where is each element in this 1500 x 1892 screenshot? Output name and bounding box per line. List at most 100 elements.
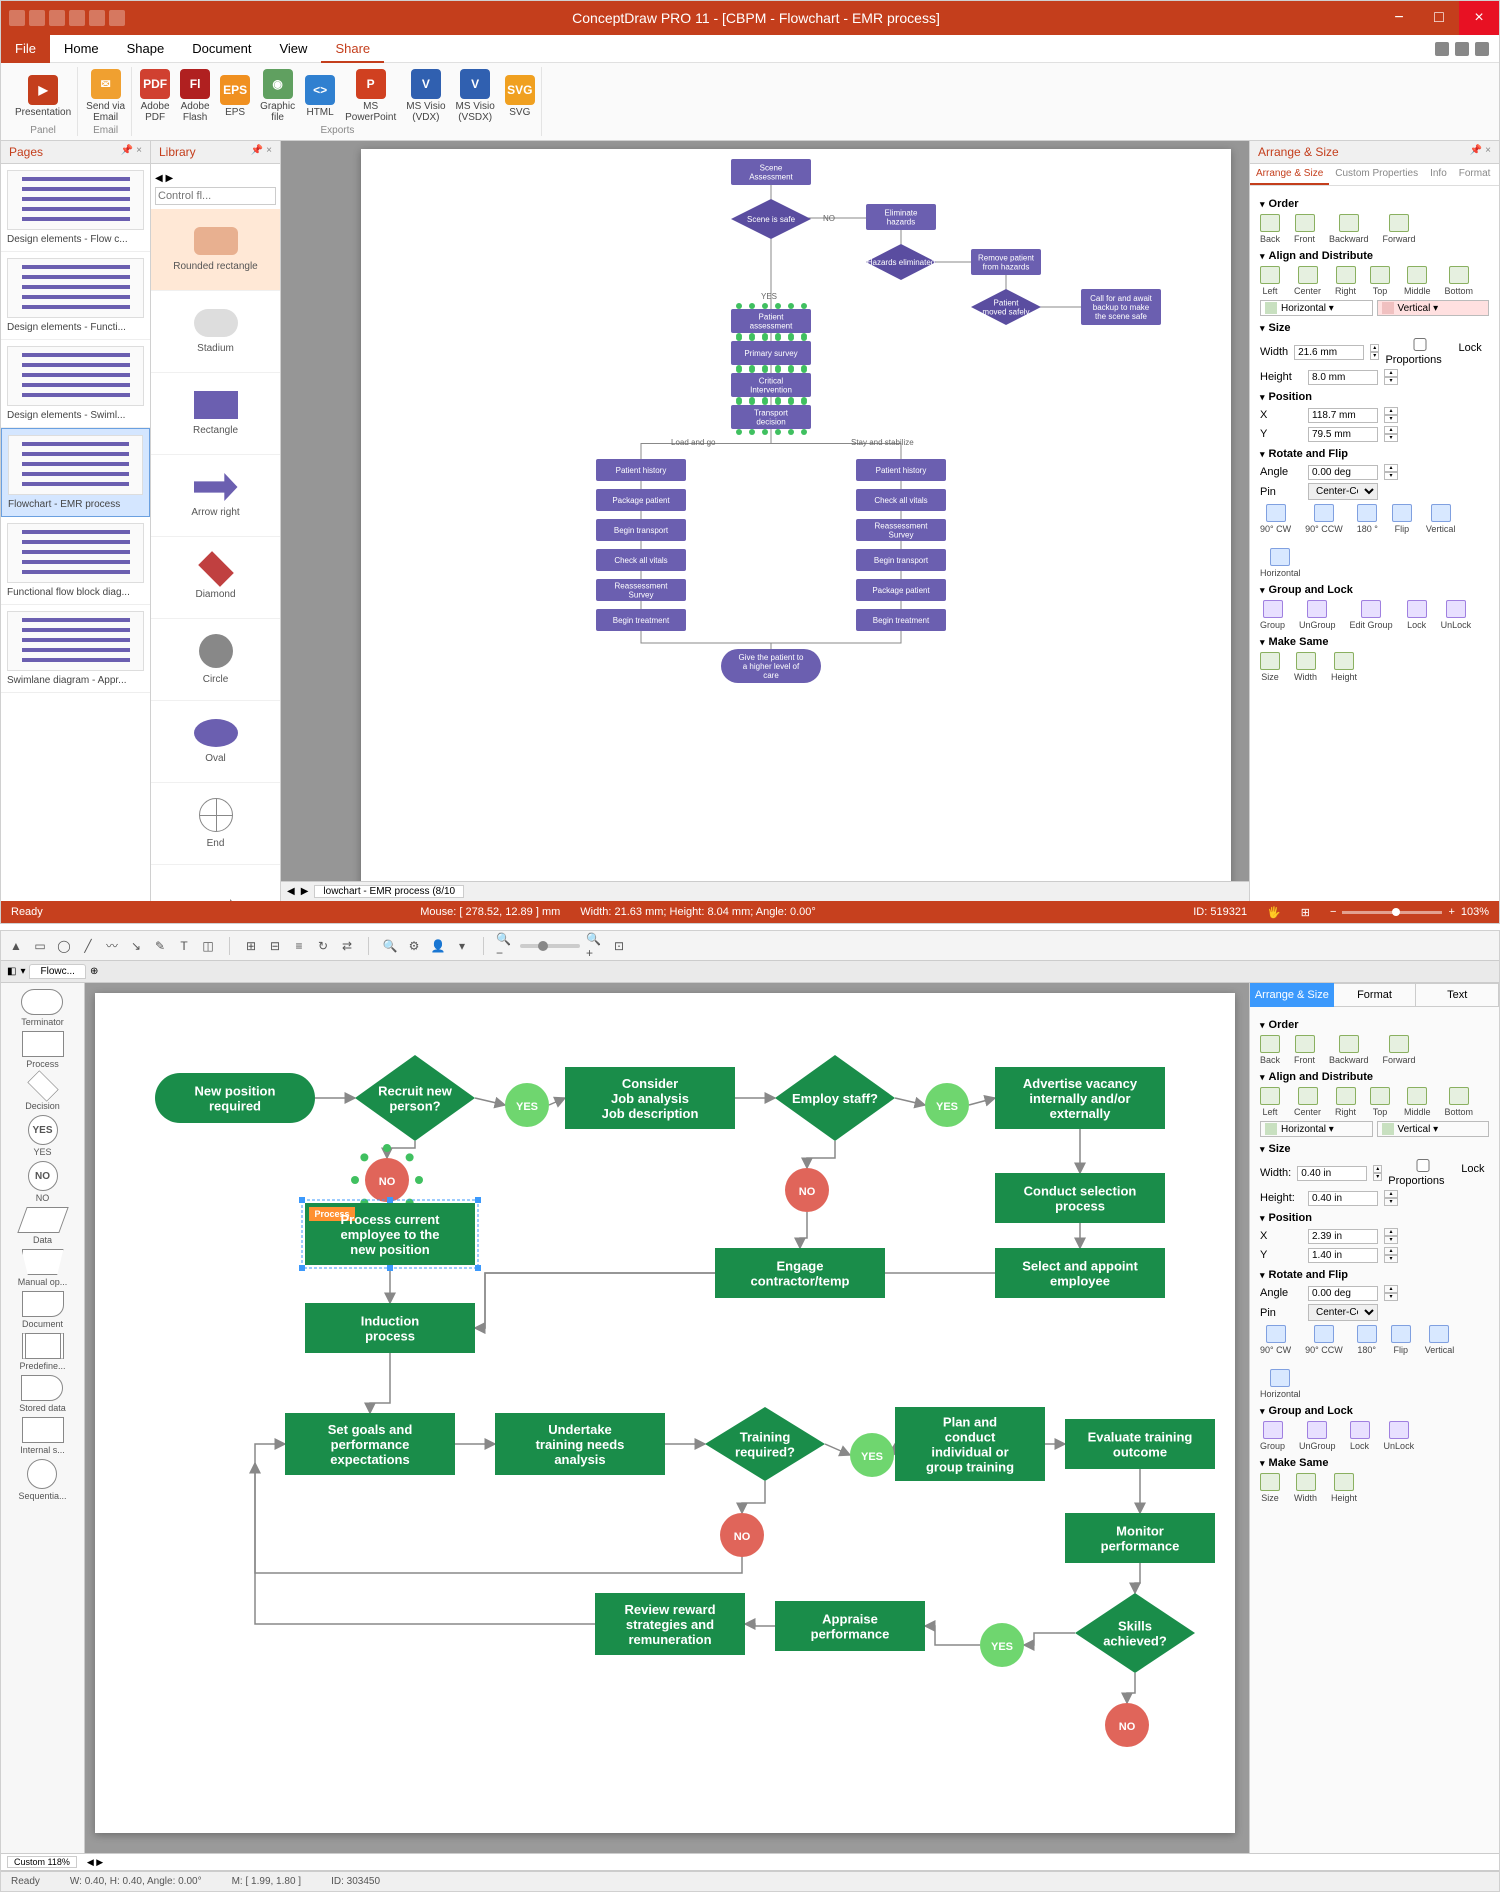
- order-back[interactable]: Back: [1260, 1035, 1280, 1065]
- order-forward[interactable]: Forward: [1383, 1035, 1416, 1065]
- fc-node[interactable]: Evaluate trainingoutcome: [1065, 1419, 1215, 1469]
- rot-horizontal[interactable]: Horizontal: [1260, 1369, 1301, 1399]
- fc-node[interactable]: Advertise vacancyinternally and/orextern…: [995, 1067, 1165, 1129]
- canvas[interactable]: New positionrequiredRecruit newperson?YE…: [85, 983, 1249, 1853]
- order-backward[interactable]: Backward: [1329, 1035, 1369, 1065]
- grp-unlock[interactable]: UnLock: [1384, 1421, 1415, 1451]
- rot-90ccw[interactable]: 90° CCW: [1305, 1325, 1343, 1355]
- align-bottom[interactable]: Bottom: [1445, 1087, 1474, 1117]
- fc-node[interactable]: Inductionprocess: [305, 1303, 475, 1353]
- qat-icon[interactable]: [69, 10, 85, 26]
- fc-node[interactable]: Engagecontractor/temp: [715, 1248, 885, 1298]
- pin-icon[interactable]: 📌 ×: [121, 145, 142, 159]
- fc-node[interactable]: YES: [925, 1083, 969, 1127]
- export-visio-vsdx-button[interactable]: VMS Visio (VSDX): [456, 69, 495, 123]
- rot-90cw[interactable]: 90° CW: [1260, 504, 1291, 534]
- stencil-shape[interactable]: Data: [22, 1207, 64, 1245]
- same-size[interactable]: Size: [1260, 652, 1280, 682]
- rot-flip[interactable]: Flip: [1392, 504, 1412, 534]
- align-middle[interactable]: Middle: [1404, 1087, 1431, 1117]
- angle-input[interactable]: [1308, 465, 1378, 480]
- dist-horizontal[interactable]: Horizontal ▾: [1260, 1121, 1373, 1137]
- rot-flip[interactable]: Flip: [1391, 1325, 1411, 1355]
- status-icon[interactable]: ⊞: [1301, 906, 1310, 919]
- grp-lock[interactable]: Lock: [1407, 600, 1427, 630]
- stencil-shape[interactable]: Manual op...: [18, 1249, 68, 1287]
- fc-node[interactable]: Recruit newperson?: [355, 1055, 475, 1141]
- stencil-shape[interactable]: YESYES: [28, 1115, 58, 1157]
- tab-nav[interactable]: ▶: [301, 886, 309, 897]
- library-shape[interactable]: Oval: [151, 701, 280, 783]
- tab-view[interactable]: View: [265, 35, 321, 63]
- tab-home[interactable]: Home: [50, 35, 113, 63]
- fc-node[interactable]: Monitorperformance: [1065, 1513, 1215, 1563]
- help-icon[interactable]: [1455, 42, 1469, 56]
- export-eps-button[interactable]: EPSEPS: [220, 75, 250, 118]
- fc-node[interactable]: Undertaketraining needsanalysis: [495, 1413, 665, 1475]
- collapse-ribbon-icon[interactable]: [1475, 42, 1489, 56]
- library-shape[interactable]: Arrow right: [151, 455, 280, 537]
- y-input[interactable]: [1308, 427, 1378, 442]
- stencil-shape[interactable]: Predefine...: [19, 1333, 65, 1371]
- qat-icon[interactable]: [29, 10, 45, 26]
- grp-ungroup[interactable]: UnGroup: [1299, 600, 1336, 630]
- rot-vertical[interactable]: Vertical: [1425, 1325, 1455, 1355]
- fc-node[interactable]: NO: [1105, 1703, 1149, 1747]
- page-tab[interactable]: lowchart - EMR process (8/10: [314, 885, 464, 898]
- maximize-button[interactable]: □: [1419, 1, 1459, 35]
- canvas-page[interactable]: New positionrequiredRecruit newperson?YE…: [95, 993, 1235, 1833]
- stencil-shape[interactable]: Stored data: [19, 1375, 66, 1413]
- qat-icon[interactable]: [9, 10, 25, 26]
- tab-file[interactable]: File: [1, 35, 50, 63]
- stencil-shape[interactable]: Process: [22, 1031, 64, 1069]
- align-bottom[interactable]: Bottom: [1445, 266, 1474, 296]
- library-shape[interactable]: Circle: [151, 619, 280, 701]
- fc-node[interactable]: YES: [980, 1623, 1024, 1667]
- library-shape[interactable]: Stadium: [151, 291, 280, 373]
- pin-select[interactable]: Center-Center: [1308, 1304, 1378, 1321]
- tab-share[interactable]: Share: [321, 35, 384, 63]
- dist-vertical[interactable]: Vertical ▾: [1377, 300, 1490, 316]
- zoom-control[interactable]: −+103%: [1330, 906, 1489, 918]
- tab-shape[interactable]: Shape: [113, 35, 179, 63]
- grp-unlock[interactable]: UnLock: [1441, 600, 1472, 630]
- rot-horizontal[interactable]: Horizontal: [1260, 548, 1301, 578]
- fc-node[interactable]: Employ staff?: [775, 1055, 895, 1141]
- fc-node[interactable]: Review rewardstrategies andremuneration: [595, 1593, 745, 1655]
- zoom-in-button[interactable]: 🔍+: [586, 937, 604, 955]
- library-shape[interactable]: End: [151, 783, 280, 865]
- same-width[interactable]: Width: [1294, 652, 1317, 682]
- close-button[interactable]: ×: [1459, 1, 1499, 35]
- same-size[interactable]: Size: [1260, 1473, 1280, 1503]
- stencil-shape[interactable]: NONO: [28, 1161, 58, 1203]
- stencil-shape[interactable]: Terminator: [21, 989, 64, 1027]
- fc-node[interactable]: NO: [785, 1168, 829, 1212]
- grp-edit group[interactable]: Edit Group: [1350, 600, 1393, 630]
- tool-settings[interactable]: ⚙: [405, 937, 423, 955]
- zoom-fit-button[interactable]: ⊡: [610, 937, 628, 955]
- align-center[interactable]: Center: [1294, 266, 1321, 296]
- tool-find[interactable]: 🔍: [381, 937, 399, 955]
- tool-curve[interactable]: 〰: [103, 937, 121, 955]
- export-flash-button[interactable]: FlAdobe Flash: [180, 69, 210, 123]
- fc-node[interactable]: YES: [850, 1433, 894, 1477]
- page-thumb[interactable]: Flowchart - EMR process: [1, 428, 150, 517]
- stencil-shape[interactable]: Sequentia...: [18, 1459, 66, 1501]
- rot-vertical[interactable]: Vertical: [1426, 504, 1456, 534]
- page-thumb[interactable]: Functional flow block diag...: [1, 517, 150, 605]
- tool-ungroup[interactable]: ⊟: [266, 937, 284, 955]
- tool-rect[interactable]: ▭: [31, 937, 49, 955]
- stencil-shape[interactable]: Decision: [22, 1073, 64, 1111]
- align-right[interactable]: Right: [1335, 1087, 1356, 1117]
- tool-ellipse[interactable]: ◯: [55, 937, 73, 955]
- tool-pointer[interactable]: ▲: [7, 937, 25, 955]
- arr-tab-arrange[interactable]: Arrange & Size: [1250, 164, 1329, 185]
- export-ppt-button[interactable]: PMS PowerPoint: [345, 69, 396, 123]
- width-input[interactable]: [1297, 1166, 1367, 1181]
- tab-add[interactable]: ⊕: [90, 966, 98, 977]
- library-search-input[interactable]: [155, 187, 276, 205]
- status-icon[interactable]: 🖐: [1267, 906, 1281, 919]
- height-input[interactable]: [1308, 370, 1378, 385]
- tab-document[interactable]: Document: [178, 35, 265, 63]
- stencil-shape[interactable]: Internal s...: [20, 1417, 65, 1455]
